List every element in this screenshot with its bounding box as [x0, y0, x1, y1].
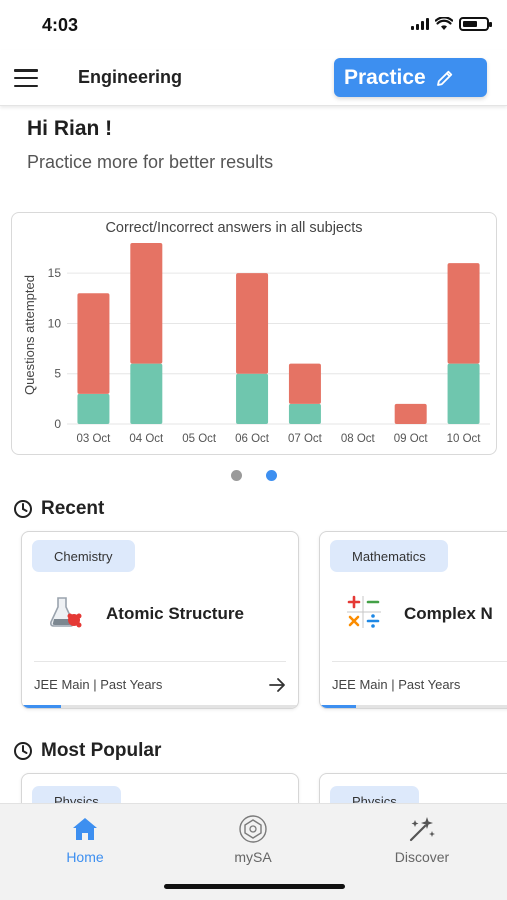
status-bar: 4:03	[0, 0, 507, 50]
clock-icon	[14, 500, 32, 518]
greeting-title: Hi Rian !	[27, 117, 113, 140]
bottom-navigation: Home mySA Discover	[0, 803, 507, 900]
bar-incorrect	[77, 293, 110, 394]
math-symbols-icon	[347, 595, 381, 628]
nav-label-mysa: mySA	[234, 849, 272, 865]
topic-meta: JEE Main | Past Years	[332, 677, 461, 692]
bar-correct	[236, 373, 269, 424]
progress-track	[320, 705, 507, 708]
practice-button[interactable]: Practice	[334, 58, 487, 97]
x-tick-label: 03 Oct	[76, 433, 111, 445]
header-title: Engineering	[78, 67, 183, 87]
practice-button-label: Practice	[344, 65, 426, 89]
x-tick-label: 10 Oct	[447, 433, 482, 445]
sparkle-icon	[409, 817, 435, 842]
y-tick-label: 10	[48, 316, 62, 330]
subject-tag: Chemistry	[32, 540, 135, 572]
y-tick-label: 15	[48, 266, 62, 280]
subject-tag: Mathematics	[330, 540, 448, 572]
status-time: 4:03	[42, 15, 79, 35]
x-tick-label: 07 Oct	[288, 433, 323, 445]
x-tick-label: 04 Oct	[129, 433, 164, 445]
popular-section-header: Most Popular	[13, 740, 161, 762]
bar-incorrect	[447, 263, 480, 364]
recent-section-header: Recent	[13, 498, 104, 520]
bar-incorrect	[288, 363, 321, 404]
pager-dot[interactable]	[231, 470, 242, 481]
topic-meta: JEE Main | Past Years	[34, 677, 163, 692]
chart-title: Correct/Incorrect answers in all subject…	[105, 220, 362, 236]
bar-incorrect	[236, 273, 269, 374]
pager-dot-active[interactable]	[266, 470, 277, 481]
bar-correct	[447, 363, 480, 424]
bar-correct	[77, 393, 110, 424]
topic-title: Complex N	[404, 604, 493, 623]
signal-icon	[411, 18, 429, 30]
x-tick-label: 09 Oct	[394, 433, 429, 445]
wifi-icon	[435, 17, 453, 30]
progress-track	[22, 705, 298, 708]
x-tick-label: 08 Oct	[341, 433, 376, 445]
flask-icon	[50, 597, 82, 628]
chart-ylabel: Questions attempted	[22, 275, 37, 395]
pencil-icon	[436, 70, 452, 86]
menu-icon[interactable]	[14, 69, 38, 87]
clock-icon	[14, 742, 32, 760]
y-tick-label: 5	[54, 367, 61, 381]
topic-card-chemistry[interactable]: Chemistry Atomic Structure JEE Main | Pa…	[21, 531, 299, 709]
progress-bar	[320, 705, 356, 708]
nav-item-mysa[interactable]: mySA	[193, 814, 313, 865]
battery-icon	[459, 17, 492, 31]
x-tick-label: 05 Oct	[182, 433, 217, 445]
topic-title: Atomic Structure	[106, 604, 244, 623]
topic-card-mathematics[interactable]: Mathematics Complex N JEE Main | Past Ye…	[319, 531, 507, 709]
bar-correct	[288, 403, 321, 424]
home-icon	[73, 818, 97, 840]
home-indicator	[164, 884, 345, 889]
divider	[34, 661, 286, 662]
divider	[332, 661, 507, 662]
bar-incorrect	[130, 243, 163, 364]
nav-item-discover[interactable]: Discover	[362, 814, 482, 865]
greeting-subtitle: Practice more for better results	[27, 152, 274, 172]
chart-card: Correct/Incorrect answers in all subject…	[11, 212, 497, 455]
app-header: Engineering Practice	[0, 50, 507, 106]
stacked-bar-chart: Correct/Incorrect answers in all subject…	[22, 220, 490, 445]
nav-item-home[interactable]: Home	[25, 814, 145, 865]
y-tick-label: 0	[54, 417, 61, 431]
popular-title: Most Popular	[41, 740, 162, 761]
chart-pager	[0, 470, 507, 482]
x-tick-label: 06 Oct	[235, 433, 270, 445]
mysa-icon	[239, 815, 267, 843]
arrow-right-icon[interactable]	[268, 677, 286, 693]
progress-bar	[22, 705, 61, 708]
status-icons	[411, 17, 492, 31]
bar-incorrect	[394, 403, 427, 424]
recent-title: Recent	[41, 498, 105, 519]
nav-label-home: Home	[66, 849, 104, 865]
nav-label-discover: Discover	[394, 849, 450, 865]
bar-correct	[130, 363, 163, 424]
